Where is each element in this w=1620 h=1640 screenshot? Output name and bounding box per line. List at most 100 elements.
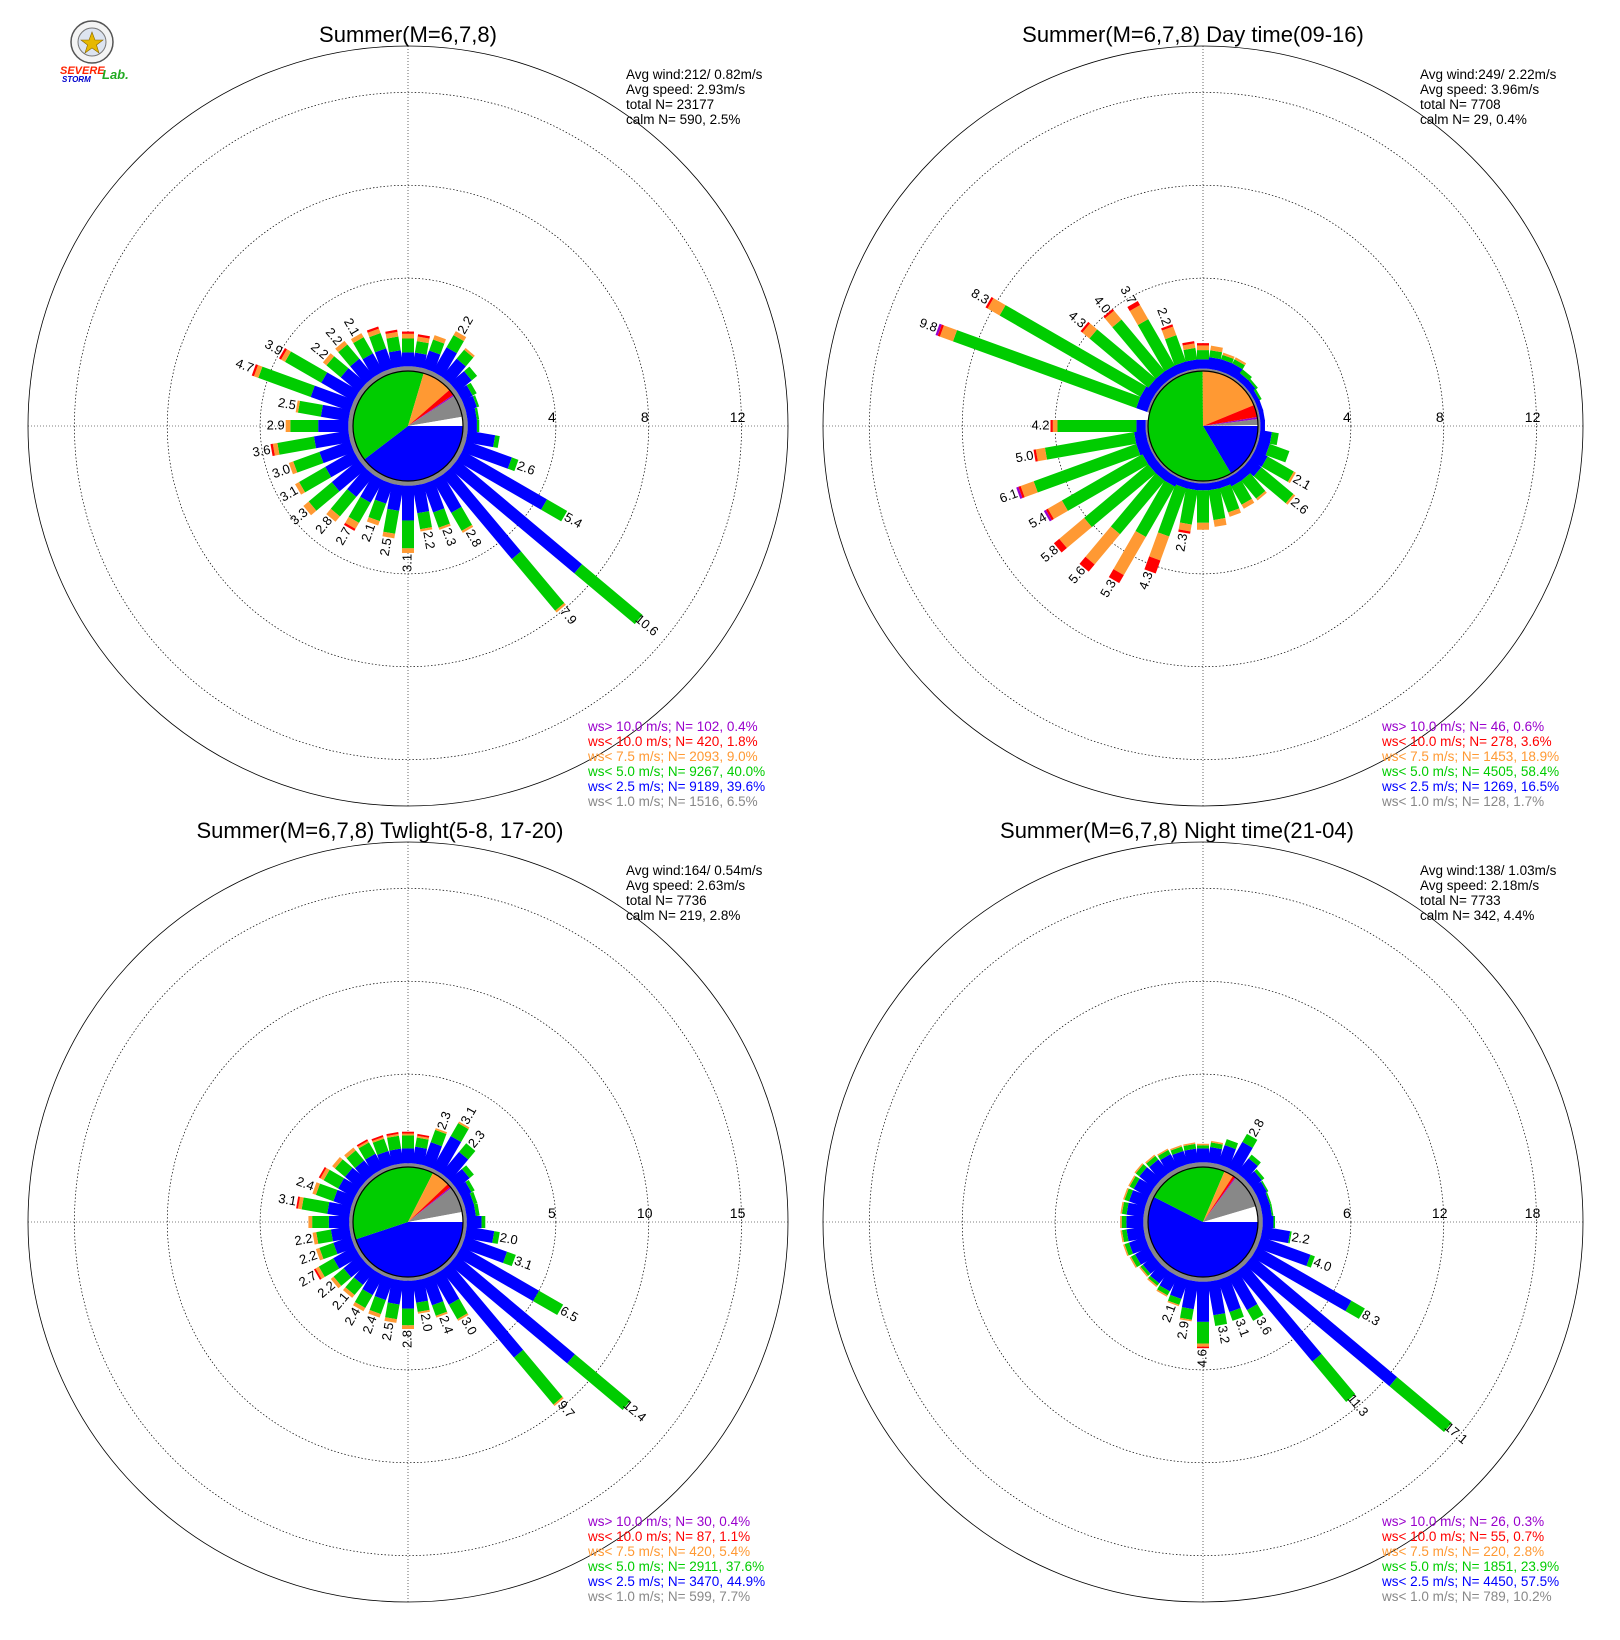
bar-segment-lt1 [382, 1271, 395, 1280]
direction-bar [1197, 1277, 1209, 1349]
bar-total-label: 4.2 [1031, 417, 1049, 432]
ring-label: 6 [1343, 1205, 1351, 1221]
bar-segment-lt2_5 [1216, 477, 1231, 489]
bar-segment-lt5 [318, 1258, 340, 1277]
bar-segment-lt5 [417, 511, 432, 530]
bar-segment-lt7_5 [344, 1147, 356, 1159]
bar-segment-lt2_5 [461, 1236, 508, 1263]
legend-entry: ws< 7.5 m/s; N= 220, 2.8% [1381, 1544, 1544, 1559]
direction-bar [1128, 1175, 1159, 1200]
grid-ring [961, 980, 1445, 1464]
speed-legend: ws> 10.0 m/s; N= 26, 0.3%ws< 10.0 m/s; N… [1381, 1514, 1559, 1604]
bar-segment-lt5 [1135, 480, 1175, 537]
bar-segment-lt7_5 [1210, 345, 1223, 353]
bar-segment-lt2_5 [461, 1193, 474, 1208]
pie-slice [1153, 1167, 1225, 1222]
bar-segment-lt5 [481, 1216, 486, 1228]
direction-bar [461, 429, 500, 448]
bar-segment-lt5 [464, 366, 478, 381]
bar-segment-lt10 [1144, 556, 1161, 574]
bar-segment-lt10 [366, 326, 379, 333]
ring-label: 12 [730, 409, 746, 425]
pie-outline [352, 1166, 464, 1278]
bar-segment-lt1 [1197, 1162, 1209, 1167]
bar-segment-lt10 [1178, 529, 1191, 534]
pie-slice [1148, 371, 1231, 481]
direction-bar [285, 420, 354, 432]
bar-segment-lt5 [386, 336, 401, 353]
bar-segment-lt2_5 [387, 483, 404, 511]
bar-segment-lt2_5 [1217, 1275, 1241, 1313]
bar-segment-lt5 [1306, 1254, 1315, 1268]
bar-total-label: 4.6 [1194, 1349, 1209, 1367]
bar-segment-lt7_5 [272, 442, 280, 456]
bar-segment-lt7_5 [1113, 530, 1146, 576]
bar-segment-lt7_5 [1197, 1143, 1209, 1146]
pie-slice [408, 1184, 451, 1222]
direction-bar [430, 1121, 470, 1178]
bar-segment-lt5 [299, 466, 332, 493]
bar-segment-lt2_5 [1185, 481, 1199, 491]
bar-segment-lt5 [1265, 443, 1290, 463]
bar-segment-lt5 [383, 508, 400, 534]
bar-segment-lt10 [1182, 341, 1195, 346]
bar-segment-lt2_5 [1256, 1236, 1311, 1267]
bar-segment-lt7_5 [1139, 1266, 1149, 1277]
bar-segment-lt5 [1254, 1169, 1265, 1181]
bar-segment-lt5 [1210, 1142, 1223, 1150]
bar-segment-lt2_5 [1260, 1226, 1291, 1244]
grid-ring [74, 92, 742, 760]
direction-bar [1144, 475, 1190, 574]
bar-total-label: 9.8 [917, 315, 939, 335]
bar-segment-lt7_5 [1085, 526, 1121, 565]
bar-segment-lt7_5 [1120, 1216, 1122, 1228]
bar-segment-lt2_5 [1227, 1141, 1253, 1174]
bar-segment-lt7_5 [1120, 1230, 1124, 1243]
pie-slice [1203, 424, 1258, 426]
bar-segment-lt2_5 [432, 347, 457, 378]
bar-segment-lt5 [1157, 1149, 1171, 1160]
bar-segment-lt2_5 [327, 1202, 352, 1218]
bar-segment-lt7_5 [1170, 1144, 1182, 1151]
bar-segment-lt1 [349, 1216, 353, 1228]
bar-segment-lt7_5 [1285, 494, 1296, 505]
bar-segment-lt2_5 [354, 1160, 375, 1181]
bar-segment-lt5 [284, 351, 328, 383]
bar-segment-lt2_5 [331, 459, 367, 492]
pie-slice [1148, 1197, 1258, 1277]
bar-segment-lt1 [1216, 475, 1229, 482]
bar-segment-lt2_5 [1217, 1144, 1236, 1169]
bar-segment-lt1 [1145, 429, 1150, 442]
bar-segment-lt10 [356, 1139, 369, 1147]
bar-segment-lt7_5 [435, 1311, 448, 1318]
bar-segment-lt2_5 [1226, 472, 1242, 487]
avg-wind-text: Avg wind:249/ 2.22m/s [1420, 67, 1557, 82]
ring-label: 4 [1343, 409, 1351, 425]
panel-title: Summer(M=6,7,8) Twlight(5-8, 17-20) [196, 818, 563, 843]
bar-segment-lt1 [402, 481, 414, 486]
pie-slice [408, 1186, 452, 1222]
bar-segment-lt7_5 [315, 1247, 324, 1261]
bar-segment-lt7_5 [453, 331, 467, 342]
bar-segment-lt1 [446, 1179, 457, 1192]
bar-segment-lt1 [1150, 392, 1159, 404]
bar-segment-lt1 [1206, 368, 1219, 373]
bar-segment-lt2_5 [343, 1255, 367, 1278]
bar-segment-lt2_5 [1172, 1150, 1189, 1169]
bar-segment-lt5 [387, 1135, 402, 1151]
legend-entry: ws< 2.5 m/s; N= 3470, 44.9% [587, 1574, 765, 1589]
bar-segment-lt1 [430, 1168, 443, 1178]
bar-segment-lt5 [1089, 329, 1156, 388]
direction-bar [1033, 429, 1150, 462]
ring-label: 10 [637, 1205, 653, 1221]
bar-segment-lt2_5 [449, 459, 583, 574]
bar-segment-lt7_5 [372, 1136, 385, 1143]
bar-segment-lt7_5 [384, 1317, 397, 1323]
bar-segment-lt1 [354, 1187, 364, 1200]
bar-segment-lt5 [1183, 347, 1198, 362]
bar-segment-lt5 [402, 1135, 414, 1149]
bar-segment-lt1 [421, 1164, 434, 1173]
bar-segment-lt2_5 [1126, 1202, 1146, 1218]
legend-entry: ws< 1.0 m/s; N= 1516, 6.5% [587, 794, 758, 809]
direction-bar [368, 1271, 395, 1318]
